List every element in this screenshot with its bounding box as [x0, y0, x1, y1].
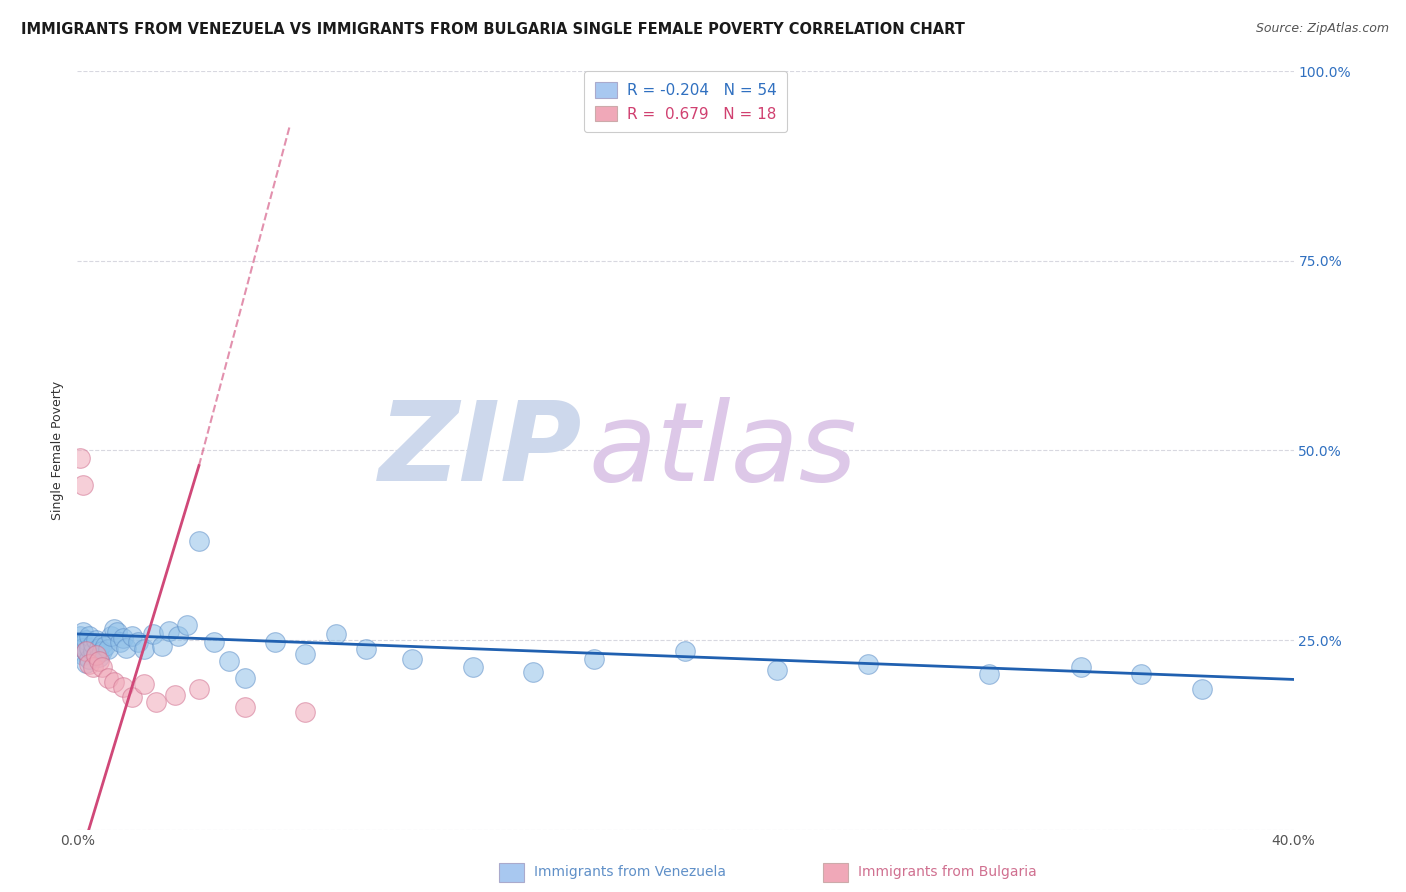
Point	[163, 688, 186, 702]
Point	[157, 624, 180, 638]
Point	[82, 659, 104, 673]
Point	[115, 640, 138, 655]
Point	[75, 644, 97, 658]
Text: Immigrants from Bulgaria: Immigrants from Bulgaria	[858, 865, 1036, 880]
Point	[108, 634, 131, 648]
Point	[79, 629, 101, 643]
Point	[765, 664, 787, 678]
Point	[233, 671, 256, 685]
Point	[856, 657, 879, 672]
Point	[583, 652, 606, 666]
Point	[82, 637, 104, 651]
Point	[103, 622, 125, 636]
Point	[294, 705, 316, 719]
Point	[103, 674, 125, 689]
Point	[134, 677, 156, 691]
Point	[84, 648, 107, 662]
Point	[75, 656, 97, 670]
Point	[979, 667, 1001, 681]
Point	[111, 680, 134, 694]
Point	[111, 632, 134, 646]
Point	[152, 639, 174, 653]
Text: IMMIGRANTS FROM VENEZUELA VS IMMIGRANTS FROM BULGARIA SINGLE FEMALE POVERTY CORR: IMMIGRANTS FROM VENEZUELA VS IMMIGRANTS …	[21, 22, 965, 37]
Point	[166, 629, 188, 643]
Point	[79, 657, 101, 672]
Point	[93, 639, 115, 653]
Point	[72, 640, 94, 655]
Text: Source: ZipAtlas.com: Source: ZipAtlas.com	[1256, 22, 1389, 36]
Point	[90, 644, 112, 658]
Point	[202, 634, 225, 648]
Point	[69, 451, 91, 466]
Text: atlas: atlas	[588, 397, 856, 504]
Point	[134, 642, 156, 657]
Point	[87, 649, 110, 664]
Point	[75, 644, 97, 658]
Point	[90, 637, 112, 651]
Point	[675, 644, 697, 658]
Point	[84, 648, 107, 662]
Point	[176, 617, 198, 632]
Point	[121, 690, 143, 704]
Point	[75, 633, 97, 648]
Point	[69, 629, 91, 643]
Text: Immigrants from Venezuela: Immigrants from Venezuela	[534, 865, 727, 880]
Point	[72, 625, 94, 640]
Point	[188, 534, 211, 549]
Point	[84, 633, 107, 648]
Point	[461, 659, 484, 673]
Point	[69, 637, 91, 651]
Point	[72, 648, 94, 662]
Point	[1130, 667, 1153, 681]
Point	[87, 640, 110, 655]
Point	[1191, 682, 1213, 697]
Point	[121, 629, 143, 643]
Point	[90, 659, 112, 673]
Y-axis label: Single Female Poverty: Single Female Poverty	[51, 381, 65, 520]
Point	[145, 695, 167, 709]
Point	[79, 652, 101, 666]
Point	[82, 644, 104, 658]
Point	[100, 629, 122, 643]
Point	[97, 642, 120, 657]
Point	[218, 654, 240, 668]
Point	[142, 627, 165, 641]
Point	[522, 665, 544, 679]
Point	[401, 652, 423, 666]
Point	[127, 634, 149, 648]
Point	[354, 642, 377, 657]
Point	[79, 640, 101, 655]
Point	[87, 654, 110, 668]
Point	[72, 477, 94, 491]
Legend: R = -0.204   N = 54, R =  0.679   N = 18: R = -0.204 N = 54, R = 0.679 N = 18	[583, 71, 787, 132]
Point	[97, 671, 120, 685]
Point	[188, 682, 211, 697]
Point	[294, 647, 316, 661]
Point	[264, 634, 287, 648]
Point	[233, 699, 256, 714]
Point	[1070, 659, 1092, 673]
Text: ZIP: ZIP	[378, 397, 582, 504]
Point	[325, 627, 347, 641]
Point	[105, 625, 128, 640]
